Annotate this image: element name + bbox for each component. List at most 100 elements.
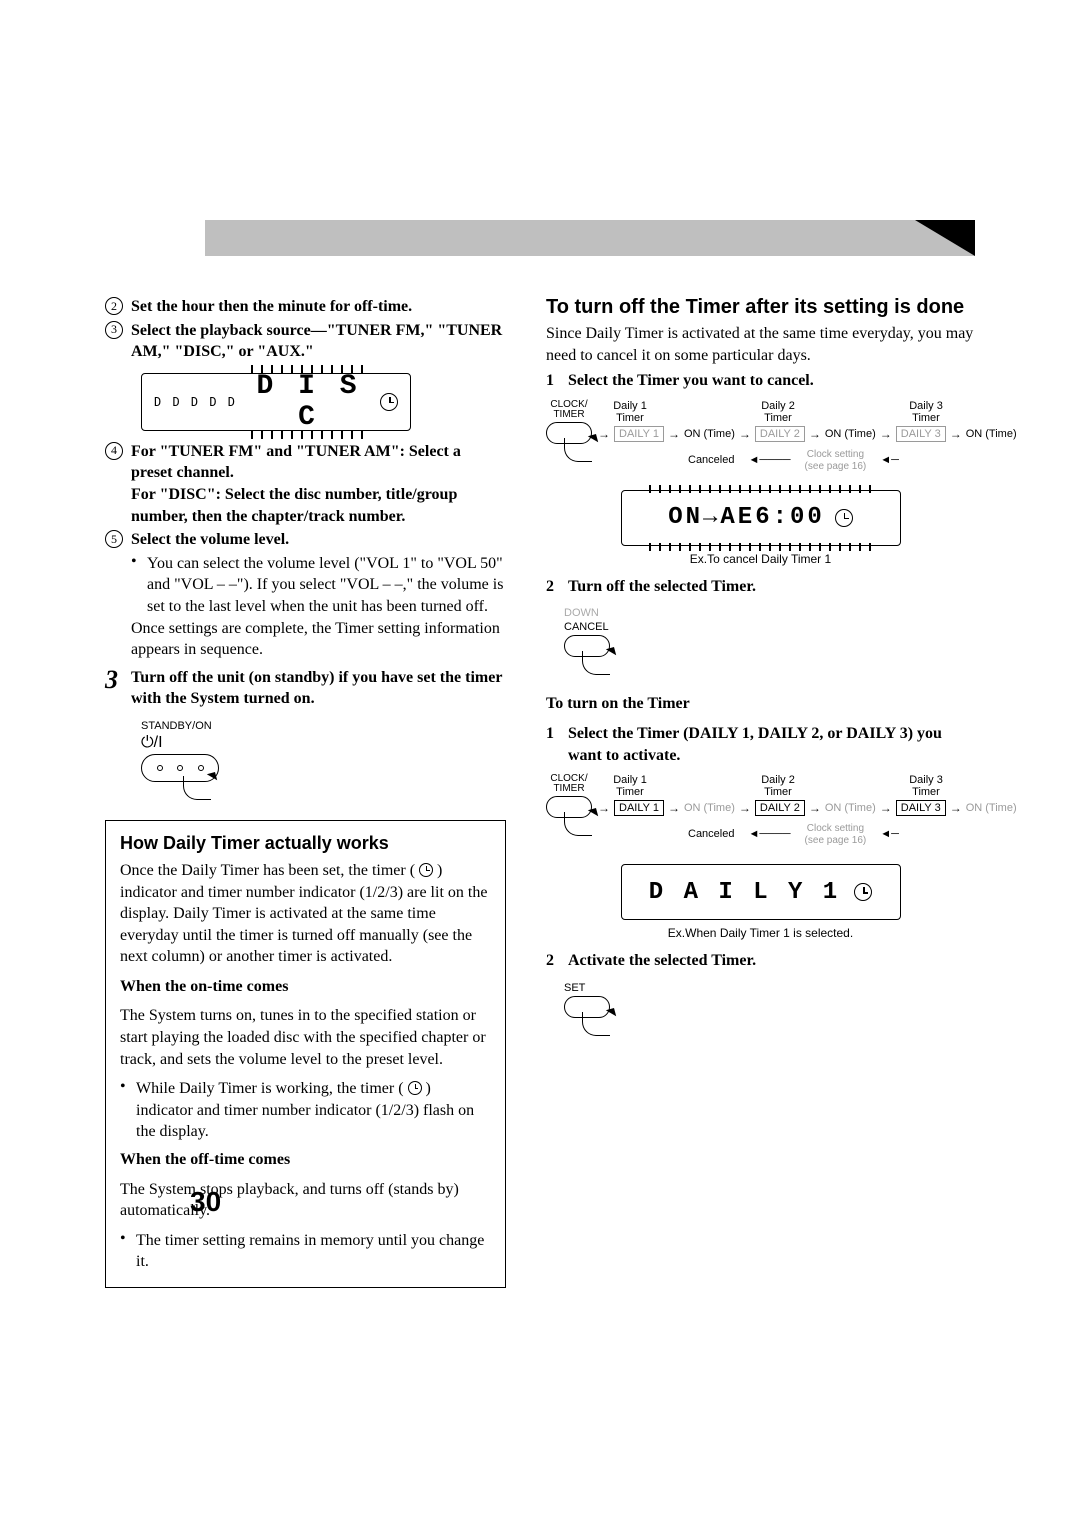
info-title: How Daily Timer actually works — [120, 833, 491, 854]
header-triangle — [915, 220, 975, 256]
clock-timer-label: CLOCK/TIMER — [546, 400, 592, 462]
r2-step-1: 1 Select the Timer (DAILY 1, DAILY 2, or… — [546, 723, 975, 766]
see-page-label: (see page 16) — [805, 835, 867, 846]
daily1-label: Daily 1 Timer — [598, 400, 662, 424]
r-step-1: 1 Select the Timer you want to cancel. — [546, 370, 975, 392]
press-hand-icon — [183, 776, 211, 800]
on-time-3: ON (Time) — [966, 428, 1017, 440]
daily2-label: Daily 2 Timer — [746, 400, 810, 424]
circled-5: 5 — [105, 530, 123, 548]
lcd-select-text: D A I L Y 1 — [649, 879, 840, 906]
r2-step-1-num: 1 — [546, 723, 560, 766]
bullet-dot: • — [131, 553, 141, 618]
substep-2: 2 Set the hour then the minute for off-t… — [105, 296, 506, 318]
info-h2: When the off-time comes — [120, 1149, 491, 1171]
caption-2: Ex.When Daily Timer 1 is selected. — [546, 926, 975, 940]
canceled-label: Canceled — [688, 454, 734, 466]
r2-step-2-num: 2 — [546, 950, 560, 972]
left-column: 2 Set the hour then the minute for off-t… — [105, 296, 512, 1288]
daily3-label: Daily 3 Timer — [894, 774, 958, 798]
page-number: 30 — [190, 1186, 221, 1218]
substep-4-line2: For "DISC": Select the disc number, titl… — [131, 484, 506, 527]
on-time-3: ON (Time) — [966, 802, 1017, 814]
on-time-1: ON (Time) — [684, 802, 735, 814]
activate-flow-diagram: CLOCK/TIMER Daily 1 Timer Daily 2 Timer … — [546, 774, 975, 846]
cancel-button-figure: DOWN CANCEL — [564, 607, 975, 675]
pill-daily1: DAILY 1 — [614, 426, 664, 442]
substep-5-after: Once settings are complete, the Timer se… — [131, 618, 506, 661]
r-step-1-text: Select the Timer you want to cancel. — [568, 370, 814, 392]
daily1-label: Daily 1 Timer — [598, 774, 662, 798]
lcd-display-disc: D D D D D D I S C — [141, 373, 411, 431]
flow-row-2: Canceled ◄──── Clock setting (see page 1… — [688, 822, 975, 846]
flow-row-2: Canceled ◄──── Clock setting (see page 1… — [688, 448, 975, 472]
substep-4-body: For "TUNER FM" and "TUNER AM": Select a … — [131, 441, 506, 527]
circled-3: 3 — [105, 321, 123, 339]
daily3-label: Daily 3 Timer — [894, 400, 958, 424]
r-step-2: 2 Turn off the selected Timer. — [546, 576, 975, 598]
header-bar — [205, 220, 975, 256]
substep-4-line1: For "TUNER FM" and "TUNER AM": Select a … — [131, 441, 506, 484]
clock-icon — [854, 883, 872, 901]
circled-4: 4 — [105, 442, 123, 460]
r-step-1-num: 1 — [546, 370, 560, 392]
press-hand-icon — [582, 651, 610, 675]
r-step-2-num: 2 — [546, 576, 560, 598]
substep-5-text: Select the volume level. — [131, 529, 289, 551]
circled-2: 2 — [105, 297, 123, 315]
info-b1: While Daily Timer is working, the timer … — [136, 1078, 491, 1143]
info-b2: The timer setting remains in memory unti… — [136, 1230, 491, 1273]
section-intro: Since Daily Timer is activated at the sa… — [546, 323, 975, 366]
substep-4: 4 For "TUNER FM" and "TUNER AM": Select … — [105, 441, 506, 527]
substep-5-bullet-text: You can select the volume level ("VOL 1"… — [147, 553, 506, 618]
pill-daily3: DAILY 3 — [896, 426, 946, 442]
r-step-2-text: Turn off the selected Timer. — [568, 576, 756, 598]
lcd-cancel-display: ON→AE6:00 — [621, 490, 901, 546]
standby-label: STANDBY/ON — [141, 720, 506, 732]
lcd-segment-text: D I S C — [237, 371, 380, 433]
info-p1a: Once the Daily Timer has been set, the t… — [120, 862, 415, 879]
lcd-select-display: D A I L Y 1 — [621, 864, 901, 920]
right-column: To turn off the Timer after its setting … — [540, 296, 975, 1288]
clock-icon — [419, 863, 433, 877]
caption-1: Ex.To cancel Daily Timer 1 — [546, 552, 975, 566]
lcd-small-text: D D D D D — [154, 395, 237, 409]
info-bullet-2: • The timer setting remains in memory un… — [120, 1230, 491, 1273]
pill-daily2: DAILY 2 — [755, 426, 805, 442]
power-glyph: ⏻/I — [141, 734, 506, 752]
substep-3: 3 Select the playback source—"TUNER FM,"… — [105, 320, 506, 363]
section-title: To turn off the Timer after its setting … — [546, 296, 975, 319]
r2-step-1-text: Select the Timer (DAILY 1, DAILY 2, or D… — [568, 723, 975, 766]
pill-daily1: DAILY 1 — [614, 800, 664, 816]
info-p1: Once the Daily Timer has been set, the t… — [120, 860, 491, 968]
r2-step-2-text: Activate the selected Timer. — [568, 950, 756, 972]
cancel-flow-diagram: CLOCK/TIMER Daily 1 Timer Daily 2 Timer … — [546, 400, 975, 472]
step-3: 3 Turn off the unit (on standby) if you … — [105, 667, 506, 710]
info-p3: The System stops playback, and turns off… — [120, 1179, 491, 1222]
step-3-text: Turn off the unit (on standby) if you ha… — [131, 667, 506, 710]
clock-icon — [380, 393, 398, 411]
two-column-content: 2 Set the hour then the minute for off-t… — [105, 296, 975, 1288]
set-button-figure: SET — [564, 982, 975, 1036]
substep-5-bullet: • You can select the volume level ("VOL … — [131, 553, 506, 618]
pill-daily3: DAILY 3 — [896, 800, 946, 816]
flow-row-1: → DAILY 1 → ON (Time) → DAILY 2 → ON (Ti… — [598, 800, 975, 816]
manual-page: 2 Set the hour then the minute for off-t… — [0, 0, 1080, 1528]
on-time-2: ON (Time) — [825, 428, 876, 440]
substep-2-text: Set the hour then the minute for off-tim… — [131, 296, 412, 318]
clock-icon — [408, 1081, 422, 1095]
how-timer-works-box: How Daily Timer actually works Once the … — [105, 820, 506, 1288]
press-hand-icon — [564, 812, 592, 836]
clock-icon — [835, 509, 853, 527]
see-page-label: (see page 16) — [805, 461, 867, 472]
on-time-2: ON (Time) — [825, 802, 876, 814]
clock-timer-label: CLOCK/TIMER — [546, 774, 592, 836]
info-h1: When the on-time comes — [120, 976, 491, 998]
lcd-cancel-text: ON→AE6:00 — [668, 504, 825, 531]
flow-row-1: → DAILY 1 → ON (Time) → DAILY 2 → ON (Ti… — [598, 426, 975, 442]
press-hand-icon — [582, 1012, 610, 1036]
pill-daily2: DAILY 2 — [755, 800, 805, 816]
substep-3-text: Select the playback source—"TUNER FM," "… — [131, 320, 506, 363]
daily2-label: Daily 2 Timer — [746, 774, 810, 798]
standby-button-figure: STANDBY/ON ⏻/I — [141, 720, 506, 800]
